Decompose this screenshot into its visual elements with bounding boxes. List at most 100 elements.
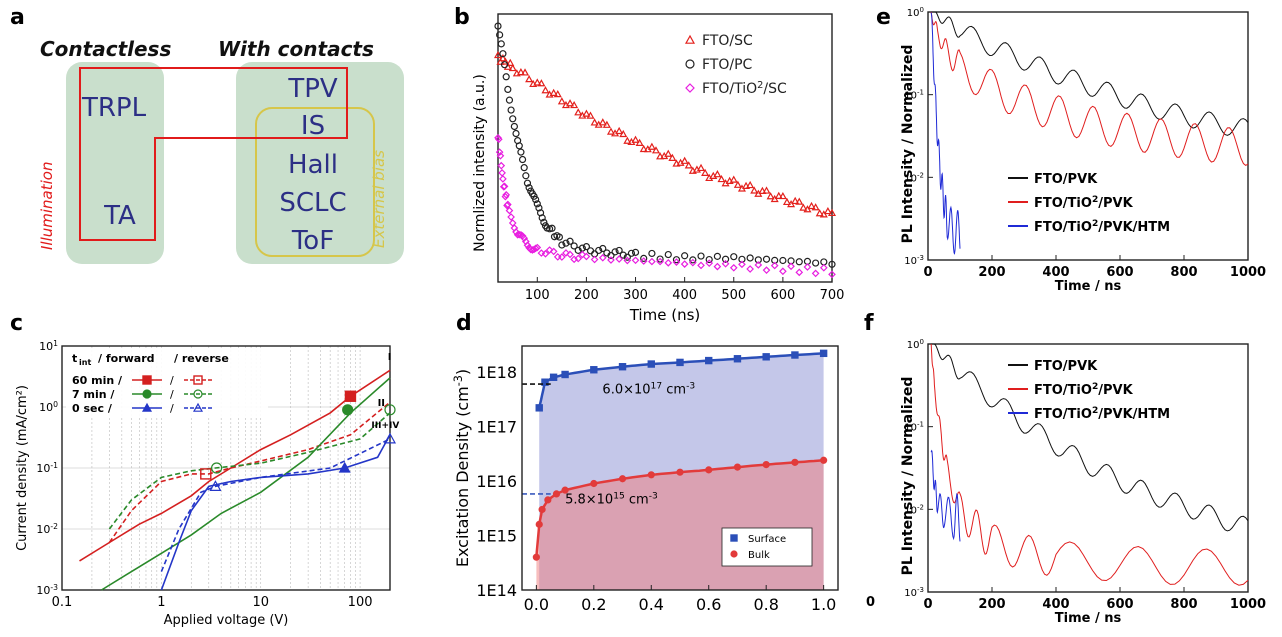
chart-f-xtick-label: 800 (1170, 597, 1197, 612)
chart-f: 0 200 400 600 800 1000 100 10-1 10-2 10-3 Time / n… (900, 338, 1266, 626)
chart-c-legend-marker (142, 389, 152, 399)
chart-b-point-FTO/SC (774, 191, 783, 199)
chart-b-point-FTO/TiO2/SC (779, 267, 787, 276)
chart-b-point-FTO/SC (795, 197, 804, 205)
chart-d-point-Bulk (544, 496, 552, 504)
chart-d-frame (521, 345, 839, 591)
chart-b-point-FTO/PC (548, 224, 556, 232)
chart-e-series-FTO/TiO2/PVK (930, 11, 1249, 167)
chart-b-point-FTO/TiO2/SC (811, 269, 820, 278)
chart-b-point-FTO/SC (782, 197, 791, 206)
chart-b-point-FTO/TiO2/SC (497, 161, 506, 170)
chart-c-legend-slash: / (170, 388, 174, 401)
chart-d-point-Surface (590, 366, 598, 374)
chart-b-point-FTO/SC (827, 208, 837, 217)
chart-c-ytick-label: 10-1 (36, 461, 58, 476)
chart-b-point-FTO/SC (631, 135, 640, 143)
chart-b-point-FTO/SC (506, 58, 515, 66)
chart-c-series-60 min reverse (108, 401, 391, 543)
chart-b-point-FTO/PC (555, 233, 563, 241)
chart-d-point-Bulk (676, 468, 684, 476)
chart-b-point-FTO/PC (697, 252, 705, 260)
chart-b-point-FTO/SC (619, 129, 628, 138)
chart-b-point-FTO/TiO2/SC (528, 246, 537, 254)
chart-b-point-FTO/SC (606, 127, 615, 135)
chart-c-legend-t: t (72, 352, 77, 365)
chart-d-ytick-label: 1E16 (476, 472, 517, 491)
chart-d-legend-marker (730, 550, 738, 558)
chart-b-point-FTO/PC (523, 179, 532, 187)
chart-b-point-FTO/SC (647, 142, 656, 150)
chart-c-marker (344, 390, 357, 402)
chart-c-xtick-label: 100 (348, 595, 373, 610)
chart-f-xlabel: Time / ns (1055, 611, 1122, 626)
chart-b-xtick-label: 200 (574, 288, 599, 303)
chart-d-point-Surface (819, 349, 828, 358)
chart-b-point-FTO/PC (509, 115, 517, 123)
chart-e-ytick-label: 10-1 (904, 89, 924, 102)
chart-b-point-FTO/PC (705, 255, 713, 264)
chart-b-point-FTO/PC (497, 40, 505, 48)
chart-b-point-FTO/SC (762, 186, 771, 194)
chart-b-point-FTO/TiO2/SC (746, 265, 754, 273)
chart-b-point-FTO/SC (758, 186, 767, 194)
chart-b-point-FTO/TiO2/SC (541, 249, 550, 258)
chart-b-point-FTO/PC (619, 251, 627, 259)
chart-c-legend-marker-rev (193, 375, 203, 385)
chart-b-point-FTO/PC (566, 237, 574, 245)
chart-b-point-FTO/PC (672, 256, 681, 264)
chart-b-point-FTO/PC (681, 252, 689, 260)
chart-b-frame (497, 13, 833, 283)
chart-b-xtick-label: 700 (820, 288, 845, 303)
chart-c-legend-row: 0 sec / (72, 402, 113, 415)
chart-d-point-Bulk (535, 520, 543, 528)
chart-c-legend-reverse: / reverse (174, 352, 229, 365)
panel-label-d: d (456, 311, 472, 336)
chart-b-point-FTO/PC (582, 243, 591, 251)
chart-b-point-FTO/TiO2/SC (523, 241, 532, 250)
chart-b-point-FTO/PC (795, 258, 803, 266)
chart-b-point-FTO/SC (549, 88, 558, 96)
chart-c-frame (61, 345, 391, 591)
chart-b-point-FTO/SC (823, 206, 832, 215)
chart-b-point-FTO/SC (615, 126, 624, 135)
chart-c-legend-forward: / forward (98, 352, 155, 365)
chart-b-legend-marker (685, 59, 695, 69)
chart-e-ytick-label: 10-3 (904, 254, 924, 267)
chart-b-point-FTO/PC (640, 254, 648, 262)
chart-b-point-FTO/SC (696, 163, 706, 172)
chart-b-point-FTO/SC (541, 86, 550, 94)
panel-label-f: f (864, 311, 874, 336)
chart-c-legend-marker-rev (193, 389, 203, 399)
chart-c-legend-marker (142, 375, 152, 385)
method-is: IS (301, 111, 325, 141)
chart-b-point-FTO/SC (799, 203, 808, 211)
chart-b-point-FTO/PC (611, 248, 619, 256)
chart-b-point-FTO/SC (729, 175, 738, 183)
chart-b-point-FTO/SC (811, 203, 820, 211)
chart-b-point-FTO/TiO2/SC (713, 262, 722, 271)
chart-b-point-FTO/SC (664, 149, 673, 157)
chart-b-point-FTO/PC (586, 247, 595, 255)
chart-b-point-FTO/PC (504, 85, 512, 94)
chart-b-point-FTO/TiO2/SC (672, 258, 681, 266)
chart-b-point-FTO/PC (754, 256, 762, 264)
chart-b-point-FTO/TiO2/SC (533, 243, 542, 252)
chart-c-marker (383, 432, 397, 444)
chart-c-marker (342, 404, 354, 416)
chart-b-point-FTO/TiO2/SC (590, 255, 599, 264)
chart-e-ytick-label: 100 (907, 6, 924, 19)
chart-e-legend-label: FTO/TiO2/PVK/HTM (1034, 219, 1170, 235)
chart-b-xtick-label: 300 (623, 288, 648, 303)
chart-f-ytick-label: 10-1 (904, 421, 924, 434)
chart-e-ytick-label: 10-2 (904, 171, 924, 184)
chart-b-point-FTO/SC (602, 120, 611, 128)
chart-b-point-FTO/TiO2/SC (656, 257, 664, 266)
chart-d-point-Bulk (733, 463, 742, 471)
chart-f-ylabel: PL Intensity / Normalized (900, 377, 916, 576)
chart-b-point-FTO/PC (627, 249, 636, 257)
chart-b-point-FTO/PC (721, 255, 730, 263)
chart-b-point-FTO/TiO2/SC (582, 252, 591, 261)
chart-c-legend-row: 7 min / (72, 388, 115, 401)
chart-d-point-Surface (618, 363, 627, 371)
